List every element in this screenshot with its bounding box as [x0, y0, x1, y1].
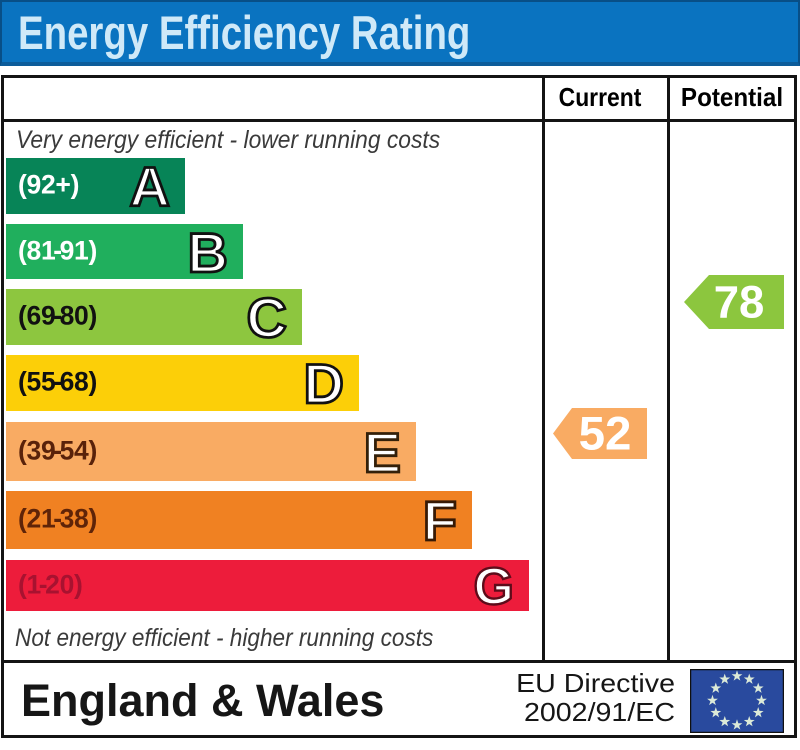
svg-text:78: 78	[714, 277, 765, 328]
svg-text:52: 52	[579, 408, 632, 459]
